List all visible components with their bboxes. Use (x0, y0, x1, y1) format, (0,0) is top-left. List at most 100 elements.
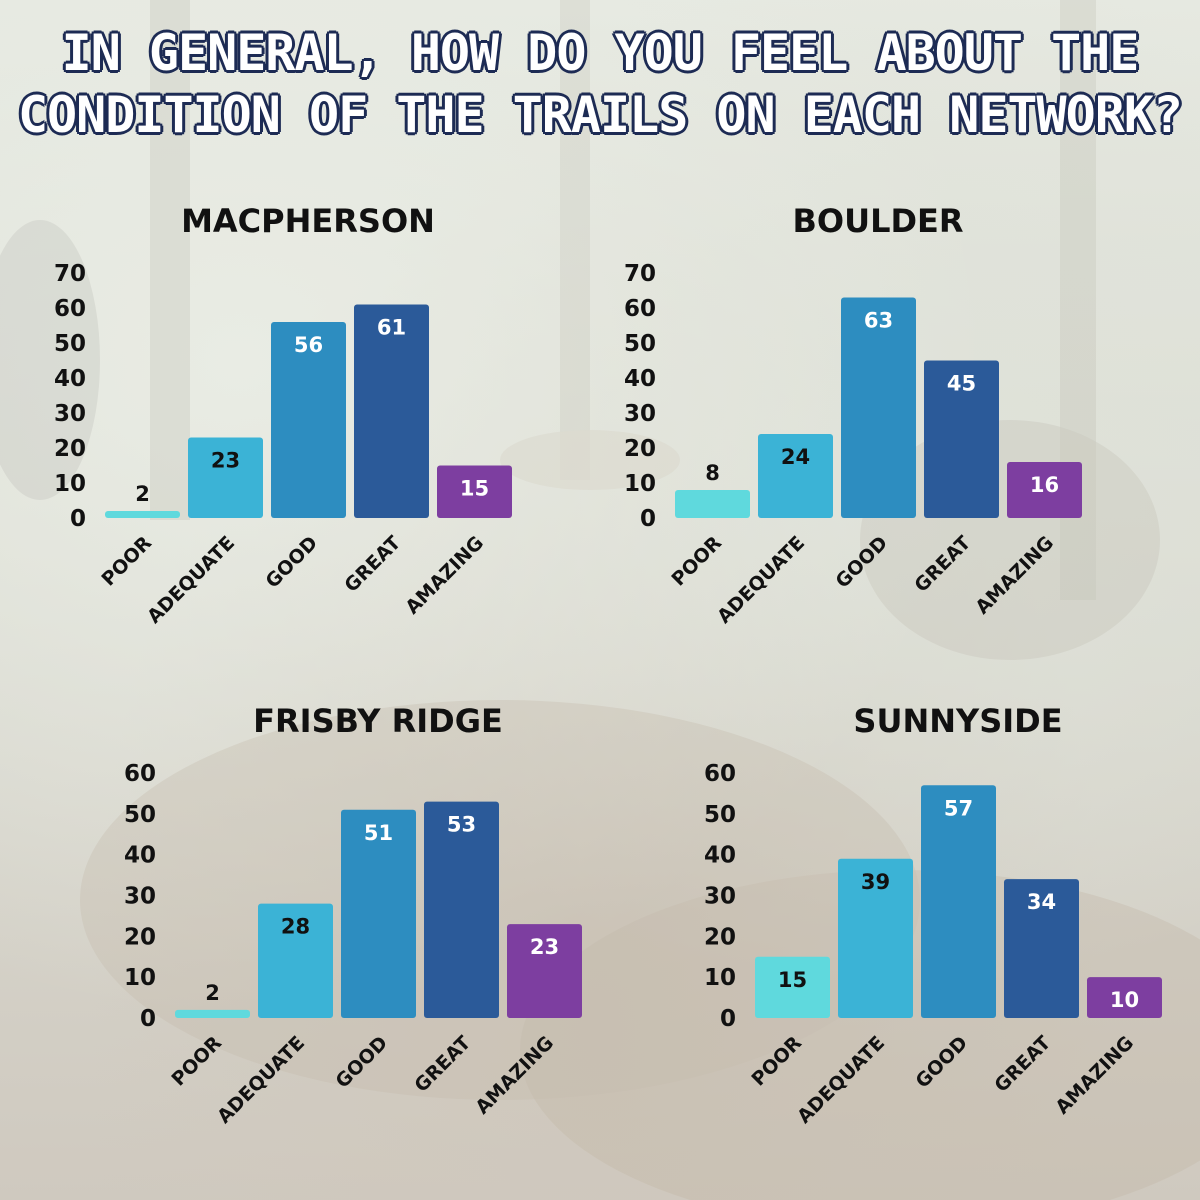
data-label: 61 (377, 316, 406, 340)
data-label: 39 (861, 870, 890, 894)
bar (841, 297, 916, 518)
data-label: 63 (864, 309, 893, 333)
bar (105, 511, 180, 518)
y-tick-label: 10 (124, 965, 156, 991)
bar (755, 956, 830, 1018)
data-label: 2 (135, 482, 150, 506)
y-tick-label: 60 (624, 296, 656, 322)
bar (921, 785, 996, 1018)
chart-title: MACPHERSON (181, 202, 435, 240)
x-tick-label: GOOD (831, 532, 892, 593)
y-tick-label: 10 (704, 965, 736, 991)
data-label: 24 (781, 445, 810, 469)
y-tick-label: 60 (124, 761, 156, 787)
y-tick-label: 30 (54, 401, 86, 427)
data-label: 15 (778, 968, 807, 992)
y-tick-label: 40 (124, 843, 156, 869)
x-tick-label: ADEQUATE (793, 1032, 889, 1128)
x-tick-label: GOOD (261, 532, 322, 593)
y-tick-label: 30 (124, 884, 156, 910)
y-tick-label: 20 (624, 436, 656, 462)
y-tick-label: 40 (704, 843, 736, 869)
data-label: 53 (447, 813, 476, 837)
x-tick-label: GREAT (910, 532, 975, 597)
bar (271, 322, 346, 518)
chart-svg: BOULDER 0 10 20 30 40 50 60 70 8 POOR 24 ADEQUATE 63 G… (624, 202, 1082, 628)
x-tick-label: ADEQUATE (713, 532, 809, 628)
y-tick-label: 0 (640, 506, 656, 532)
bar (437, 465, 512, 518)
bar (1007, 462, 1082, 518)
y-tick-label: 50 (704, 802, 736, 828)
y-tick-label: 60 (704, 761, 736, 787)
data-label: 8 (705, 461, 720, 485)
bar (507, 924, 582, 1018)
chart-sunnyside: SUNNYSIDE 0 10 20 30 40 50 60 15 POOR 39 ADEQUATE 57… (650, 690, 1200, 1190)
y-tick-label: 50 (624, 331, 656, 357)
y-tick-label: 40 (54, 366, 86, 392)
chart-svg: MACPHERSON 0 10 20 30 40 50 60 70 2 POOR 23 ADEQUATE… (54, 202, 512, 628)
x-tick-label: POOR (167, 1032, 226, 1091)
x-tick-label: GREAT (990, 1032, 1055, 1097)
y-tick-label: 30 (704, 884, 736, 910)
x-tick-label: GOOD (331, 1032, 392, 1093)
y-tick-label: 20 (124, 924, 156, 950)
chart-svg: SUNNYSIDE 0 10 20 30 40 50 60 15 POOR 39 ADEQUATE 57… (704, 702, 1162, 1128)
x-tick-label: GREAT (340, 532, 405, 597)
y-tick-label: 0 (70, 506, 86, 532)
data-label: 2 (205, 981, 220, 1005)
data-label: 51 (364, 821, 393, 845)
bar (1004, 879, 1079, 1018)
data-label: 28 (281, 915, 310, 939)
tree-stump (500, 430, 680, 490)
x-tick-label: POOR (747, 1032, 806, 1091)
chart-svg: FRISBY RIDGE 0 10 20 30 40 50 60 2 POOR 28 ADEQUATE… (124, 702, 582, 1128)
chart-macpherson: MACPHERSON 0 10 20 30 40 50 60 70 2 POOR 23 ADEQUATE… (0, 190, 600, 690)
y-tick-label: 50 (54, 331, 86, 357)
x-tick-label: AMAZING (971, 532, 1058, 619)
data-label: 23 (530, 935, 559, 959)
data-label: 10 (1110, 988, 1139, 1012)
x-tick-label: GREAT (410, 1032, 475, 1097)
y-tick-label: 50 (124, 802, 156, 828)
bar (424, 801, 499, 1018)
bar (188, 437, 263, 518)
bar (675, 490, 750, 518)
data-label: 57 (944, 796, 973, 820)
chart-boulder: BOULDER 0 10 20 30 40 50 60 70 8 POOR 24 ADEQUATE 63 G… (570, 190, 1170, 690)
bar (758, 434, 833, 518)
tree-trunk (150, 0, 190, 520)
x-tick-label: ADEQUATE (213, 1032, 309, 1128)
y-tick-label: 20 (704, 924, 736, 950)
tree-trunk (560, 0, 590, 480)
data-label: 23 (211, 449, 240, 473)
bar (354, 304, 429, 518)
y-tick-label: 60 (54, 296, 86, 322)
bar (341, 809, 416, 1018)
y-tick-label: 20 (54, 436, 86, 462)
main-title-line: CONDITION OF THE TRAILS ON EACH NETWORK? (17, 86, 1183, 144)
bar (258, 903, 333, 1018)
y-tick-label: 30 (624, 401, 656, 427)
x-tick-label: AMAZING (1051, 1032, 1138, 1119)
y-tick-label: 10 (54, 471, 86, 497)
chart-frisby-ridge: FRISBY RIDGE 0 10 20 30 40 50 60 2 POOR 28 ADEQUATE… (70, 690, 670, 1190)
y-tick-label: 0 (720, 1006, 736, 1032)
chart-title: SUNNYSIDE (853, 702, 1062, 740)
y-tick-label: 40 (624, 366, 656, 392)
bar (924, 360, 999, 518)
x-tick-label: POOR (97, 532, 156, 591)
x-tick-label: AMAZING (471, 1032, 558, 1119)
y-tick-label: 0 (140, 1006, 156, 1032)
bar (838, 858, 913, 1018)
chart-title: FRISBY RIDGE (253, 702, 503, 740)
chart-title: BOULDER (792, 202, 963, 240)
data-label: 15 (460, 477, 489, 501)
data-label: 34 (1027, 890, 1056, 914)
x-tick-label: POOR (667, 532, 726, 591)
data-label: 16 (1030, 473, 1059, 497)
x-tick-label: ADEQUATE (143, 532, 239, 628)
data-label: 45 (947, 372, 976, 396)
x-tick-label: AMAZING (401, 532, 488, 619)
